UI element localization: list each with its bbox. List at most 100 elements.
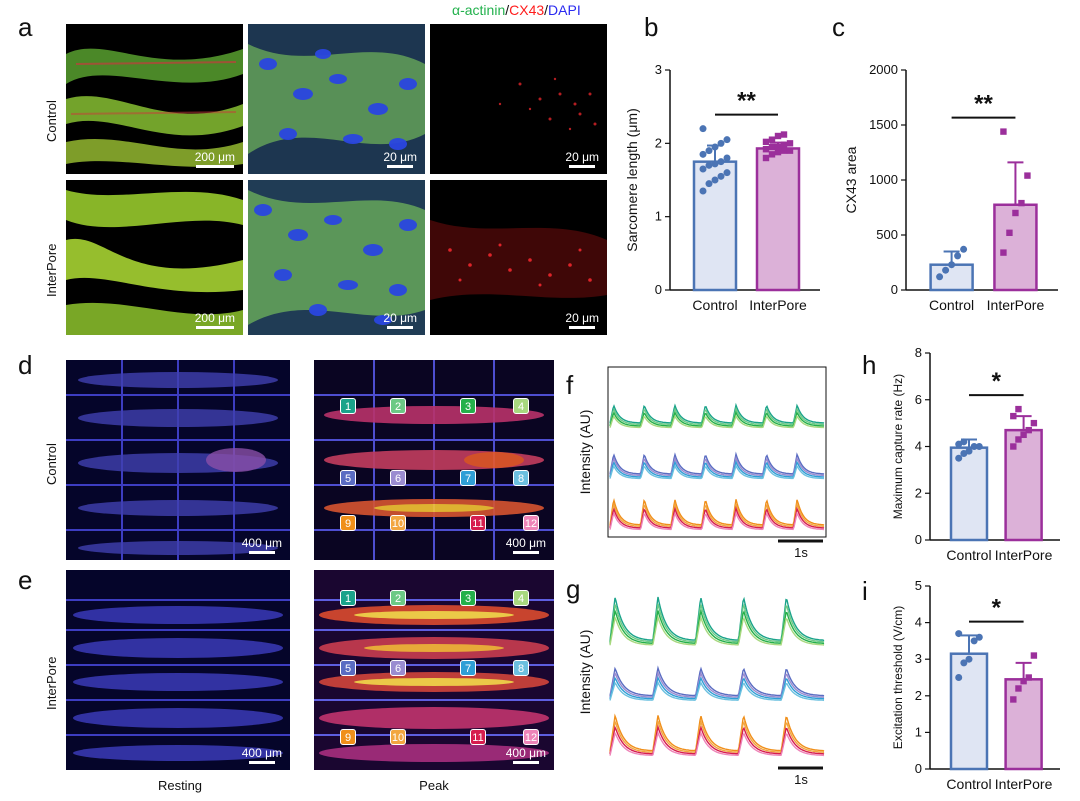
y-tick-label: 0 xyxy=(915,532,922,547)
data-point xyxy=(954,252,962,260)
interpore-roi-badge-2: 2 xyxy=(390,590,406,606)
calcium-trace-line xyxy=(609,505,825,529)
legend-dapi: DAPI xyxy=(548,2,581,18)
scalebar-400um: 400 μm xyxy=(506,537,546,554)
calcium-trace-line xyxy=(609,459,825,478)
row-label-interpore: InterPore xyxy=(44,656,59,710)
data-point xyxy=(774,143,782,151)
scalebar-20um: 20 μm xyxy=(565,312,599,329)
significance-marker: ** xyxy=(737,88,756,115)
micro-control-200um: 200 μm xyxy=(66,24,243,174)
y-tick-label: 8 xyxy=(915,345,922,360)
row-label-control: Control xyxy=(44,100,59,142)
bar-control xyxy=(949,446,989,542)
chart-cx43-area: 0 500 1000 1500 2000 CX43 area Control InterPor… xyxy=(838,40,1068,340)
calcium-trace-line xyxy=(609,501,825,528)
data-point xyxy=(975,633,983,641)
x-tick-label: InterPore xyxy=(749,297,807,313)
data-point xyxy=(762,138,770,146)
trace-panel-interpore: Intensity (AU) 1s xyxy=(568,575,838,789)
interpore-roi-badge-11: 11 xyxy=(470,729,486,745)
data-point xyxy=(1015,405,1022,413)
caption-peak: Peak xyxy=(419,778,449,793)
data-point xyxy=(762,146,770,153)
y-tick-label: 0 xyxy=(915,761,922,776)
calcium-trace-line xyxy=(609,603,825,643)
chart-excitation-threshold: 0 1 2 3 4 5 Excitation threshold (V/cm) Control… xyxy=(880,578,1070,796)
scalebar-200um: 200 μm xyxy=(195,312,235,329)
calcium-trace-line xyxy=(609,608,825,645)
data-point xyxy=(711,160,719,168)
panel-letter-h: h xyxy=(862,350,877,380)
data-point xyxy=(1012,209,1019,217)
data-point xyxy=(699,125,707,133)
micro-control-20um-cx43: 20 μm xyxy=(430,24,607,174)
data-point xyxy=(1020,431,1027,439)
control-roi-badge-1: 1 xyxy=(340,398,356,414)
calcium-trace-line xyxy=(609,510,825,531)
data-point xyxy=(1000,128,1007,135)
interpore-roi-badge-10: 10 xyxy=(390,729,406,745)
data-point xyxy=(699,187,707,195)
data-point xyxy=(780,141,788,148)
data-point xyxy=(1025,674,1032,681)
micro-image xyxy=(66,48,243,167)
data-point xyxy=(786,140,794,147)
calcium-trace-line xyxy=(609,410,825,427)
micro-interpore-20um-cx43: 20 μm xyxy=(430,180,607,335)
scalebar-400um: 400 μm xyxy=(506,747,546,764)
time-scalebar-label: 1s xyxy=(794,772,808,787)
control-roi-badge-6: 6 xyxy=(390,470,406,486)
data-point xyxy=(1025,426,1032,434)
calcium-trace-line xyxy=(609,675,825,700)
x-tick-label: InterPore xyxy=(987,297,1045,313)
data-point xyxy=(699,150,707,158)
micro-image xyxy=(498,77,597,131)
control-roi-badge-3: 3 xyxy=(460,398,476,414)
legend-alpha-actinin: α-actinin xyxy=(452,2,506,18)
calcium-trace-line xyxy=(609,665,825,697)
scalebar-400um: 400 μm xyxy=(242,747,282,764)
x-tick-label: Control xyxy=(946,776,991,792)
trace-frame xyxy=(607,366,827,538)
calcium-trace-line xyxy=(609,614,825,646)
trace-ylabel: Intensity (AU) xyxy=(577,630,593,715)
data-point xyxy=(960,438,968,446)
data-point xyxy=(948,261,956,269)
panel-letter-g: g xyxy=(566,574,581,604)
data-point xyxy=(955,674,963,681)
y-axis-title: Excitation threshold (V/cm) xyxy=(891,606,905,749)
panel-letter-f: f xyxy=(566,370,574,400)
y-tick-label: 1 xyxy=(655,209,662,224)
interpore-roi-badge-5: 5 xyxy=(340,660,356,676)
data-point xyxy=(965,447,973,455)
micro-image xyxy=(314,360,554,560)
data-point xyxy=(717,139,725,147)
bar-control xyxy=(949,652,989,771)
y-tick-label: 2 xyxy=(915,688,922,703)
y-tick-label: 0 xyxy=(891,282,898,297)
data-point xyxy=(723,154,731,162)
data-point xyxy=(1015,436,1022,443)
data-point xyxy=(936,273,944,281)
bar-interpore xyxy=(755,147,801,292)
calcium-resting-control: 400 μm xyxy=(66,360,290,560)
legend-slash: / xyxy=(505,2,510,18)
interpore-roi-badge-3: 3 xyxy=(460,590,476,606)
trace-svg: Intensity (AU) 1s xyxy=(577,596,825,787)
y-tick-label: 500 xyxy=(876,227,898,242)
data-point xyxy=(970,637,978,645)
bar-interpore xyxy=(993,203,1038,292)
data-point xyxy=(717,172,725,180)
data-point xyxy=(705,180,713,188)
significance-marker: * xyxy=(992,368,1002,395)
interpore-roi-badge-7: 7 xyxy=(460,660,476,676)
data-point xyxy=(1020,677,1027,685)
panel-letter-e: e xyxy=(18,565,33,595)
control-roi-badge-10: 10 xyxy=(390,515,406,531)
scalebar-200um: 200 μm xyxy=(195,151,235,168)
x-tick-label: Control xyxy=(929,297,974,313)
calcium-trace-line xyxy=(609,596,825,642)
control-roi-badge-8: 8 xyxy=(513,470,529,486)
data-point xyxy=(705,161,713,169)
